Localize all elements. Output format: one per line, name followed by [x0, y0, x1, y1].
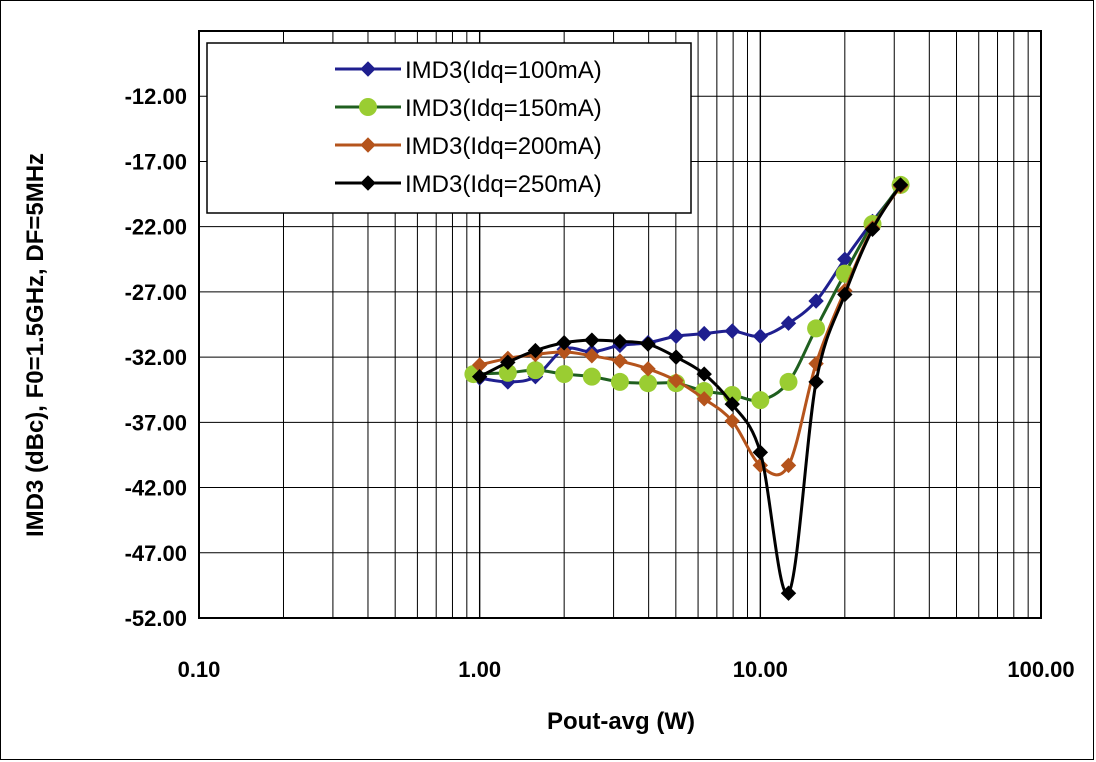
legend-entry: IMD3(Idq=250mA) — [335, 171, 602, 198]
data-point — [639, 374, 658, 393]
data-point — [527, 342, 544, 359]
data-point — [668, 328, 684, 344]
x-tick-label: 1.00 — [458, 657, 501, 682]
data-point — [556, 344, 572, 360]
series-line — [479, 185, 902, 477]
data-point — [780, 457, 797, 474]
y-tick-label: -22.00 — [125, 215, 187, 240]
y-tick-label: -17.00 — [125, 149, 187, 174]
data-point — [808, 374, 824, 390]
data-point — [724, 323, 740, 339]
x-tick-labels: 0.10 1.00 10.00 100.00 — [178, 657, 1075, 682]
y-tick-label: -47.00 — [125, 541, 187, 566]
x-tick-label: 0.10 — [178, 657, 221, 682]
data-point — [582, 367, 601, 386]
data-point — [668, 349, 684, 365]
legend-label: IMD3(Idq=100mA) — [405, 57, 602, 84]
series-3 — [471, 178, 909, 477]
data-point — [584, 332, 600, 348]
data-point — [640, 336, 656, 352]
legend-marker — [360, 137, 376, 153]
data-point — [471, 368, 488, 385]
data-point — [780, 585, 797, 601]
y-tick-label: -42.00 — [125, 476, 187, 501]
series-line — [473, 184, 902, 403]
series-line — [479, 185, 902, 384]
legend-entry: IMD3(Idq=200mA) — [335, 133, 602, 160]
data-point — [555, 365, 574, 384]
data-point — [751, 391, 770, 410]
legend-label: IMD3(Idq=250mA) — [405, 171, 602, 198]
data-point — [612, 353, 628, 369]
data-point — [780, 315, 797, 331]
data-point — [612, 333, 628, 350]
data-point — [752, 444, 769, 461]
data-point — [498, 363, 517, 382]
legend-entry: IMD3(Idq=100mA) — [335, 57, 602, 84]
data-point — [807, 319, 826, 338]
legend-label: IMD3(Idq=200mA) — [405, 133, 602, 160]
data-point — [779, 372, 798, 391]
legend-label: IMD3(Idq=150mA) — [405, 95, 602, 122]
plot-area — [198, 30, 1042, 619]
legend-box — [206, 42, 692, 214]
data-point — [724, 396, 740, 412]
data-point — [724, 413, 740, 429]
legend-marker — [360, 61, 376, 77]
data-point — [610, 372, 629, 391]
y-tick-label: -32.00 — [125, 345, 187, 370]
data-point — [696, 366, 712, 382]
y-tick-label: -12.00 — [125, 84, 187, 109]
y-tick-label: -37.00 — [125, 410, 187, 435]
data-point — [584, 348, 600, 364]
y-tick-label: -52.00 — [125, 606, 187, 631]
data-point — [526, 361, 545, 380]
data-point — [696, 391, 712, 407]
x-tick-label: 100.00 — [1007, 657, 1074, 682]
data-point — [892, 177, 909, 193]
data-point — [500, 354, 516, 371]
data-point — [696, 325, 712, 342]
series — [464, 175, 910, 601]
data-point — [864, 221, 881, 237]
y-axis-title: IMD3 (dBc), F0=1.5GHz, DF=5MHz — [22, 153, 49, 537]
legend-marker — [359, 98, 377, 116]
data-point — [837, 286, 853, 303]
legend: IMD3(Idq=100mA) IMD3(Idq=150mA) IMD3(Idq=2… — [206, 42, 692, 214]
x-axis-title: Pout-avg (W) — [547, 708, 695, 735]
data-point — [752, 328, 769, 344]
x-tick-label: 10.00 — [733, 657, 788, 682]
y-tick-labels: -12.00 -17.00 -22.00 -27.00 -32.00 -37.00 -42.… — [125, 84, 187, 631]
legend-marker — [360, 175, 376, 191]
data-point — [668, 372, 684, 389]
data-point — [640, 361, 656, 377]
data-point — [808, 293, 824, 309]
legend-entry: IMD3(Idq=150mA) — [335, 95, 602, 122]
series-4 — [471, 177, 909, 601]
y-tick-label: -27.00 — [125, 280, 187, 305]
data-point — [556, 335, 572, 351]
